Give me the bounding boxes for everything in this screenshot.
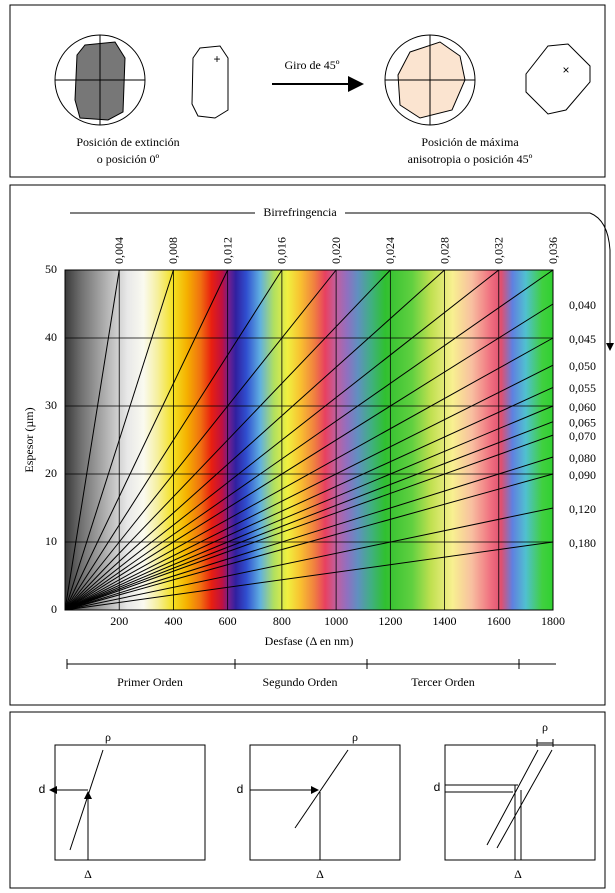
y-axis-label: Espesor (µm): [22, 407, 36, 472]
birefringence-line: [64, 507, 554, 611]
birefringence-line: [64, 269, 445, 611]
plot-frame: [64, 269, 554, 611]
d-label: d: [434, 780, 441, 794]
order-label: Segundo Orden: [263, 675, 338, 689]
rho-label: ρ: [105, 730, 111, 744]
birefringence-line: [64, 269, 229, 611]
birefringence-right-label: 0,065: [569, 415, 596, 429]
x-tick-label: 800: [273, 614, 291, 628]
rotation-label: Giro de 45º: [284, 58, 339, 72]
caption: o posición 0º: [97, 152, 160, 166]
birefringence-right-label: 0,040: [569, 298, 596, 312]
x-tick-label: 1200: [378, 614, 402, 628]
birefringence-line: [64, 303, 554, 611]
birefringence-right-label: 0,045: [569, 332, 596, 346]
order-scale: [66, 659, 556, 669]
max-anisotropy-diagram: ×: [384, 34, 591, 126]
order-label: Primer Orden: [117, 675, 183, 689]
birefringence-top-label: 0,032: [492, 237, 506, 264]
birefringence-line: [64, 269, 500, 611]
birefringence-top-label: 0,036: [546, 237, 560, 264]
caption: Posición de máxima: [421, 135, 519, 149]
birefringence-right-label: 0,060: [569, 400, 596, 414]
rho-label: ρ: [542, 720, 548, 734]
x-tick-label: 1000: [324, 614, 348, 628]
birefringence-line: [64, 421, 554, 611]
michel-levy-chart: 200 400 600 800 1000 1200 1400 1600 1800 0 10 20 30 4…: [45, 237, 596, 628]
delta-label: Δ: [514, 867, 522, 881]
birefringence-top-label: 0,008: [166, 237, 180, 264]
birefringence-line: [64, 364, 554, 611]
bottom-panel: [9, 711, 606, 889]
birefringence-line: [64, 405, 554, 611]
y-tick-label: 50: [45, 262, 57, 276]
birefringence-right-label: 0,090: [569, 468, 596, 482]
chart-panel: [9, 184, 606, 706]
birefringence-top-label: 0,020: [329, 237, 343, 264]
birefringence-right-label: 0,055: [569, 381, 596, 395]
y-tick-label: 30: [45, 398, 57, 412]
birefringence-right-label: 0,050: [569, 359, 596, 373]
birefringence-line: [64, 269, 391, 611]
birefringence-line: [64, 541, 554, 611]
birefringence-line: [64, 337, 554, 611]
birefringence-top-label: 0,016: [275, 237, 289, 264]
construction-2: [249, 744, 401, 861]
birefringence-right-label: 0,070: [569, 429, 596, 443]
x-tick-label: 400: [164, 614, 182, 628]
birefringence-line: [64, 473, 554, 611]
birefringence-right-label: 0,080: [569, 451, 596, 465]
extinction-diagram: +: [54, 34, 229, 126]
y-tick-label: 10: [45, 534, 57, 548]
x-tick-label: 600: [219, 614, 237, 628]
birefringence-line: [64, 269, 283, 611]
cross-sign: ×: [562, 63, 569, 77]
d-label: d: [39, 782, 46, 796]
birefringence-line: [64, 386, 554, 611]
construction-1: [49, 744, 206, 861]
caption: anisotropia o posición 45º: [408, 152, 533, 166]
x-tick-label: 1600: [487, 614, 511, 628]
birefringence-line: [64, 269, 174, 611]
order-label: Tercer Orden: [411, 675, 474, 689]
birefringence-right-label: 0,120: [569, 502, 596, 516]
birefringence-right-label: 0,180: [569, 536, 596, 550]
top-panel: [9, 4, 606, 178]
plus-sign: +: [213, 52, 220, 66]
d-label: d: [237, 782, 244, 796]
birefringence-label: Birrefringencia: [263, 205, 337, 219]
birefringence-line: [64, 269, 554, 611]
birefringence-line: [64, 269, 337, 611]
x-tick-label: 1400: [433, 614, 457, 628]
x-axis-label: Desfase (Δ en nm): [265, 634, 354, 648]
birefringence-top-label: 0,028: [437, 237, 451, 264]
y-tick-label: 0: [51, 602, 57, 616]
y-tick-label: 40: [45, 330, 57, 344]
birefringence-line: [64, 456, 554, 611]
delta-label: Δ: [84, 867, 92, 881]
birefringence-line: [64, 434, 554, 611]
delta-label: Δ: [316, 867, 324, 881]
x-tick-label: 1800: [541, 614, 565, 628]
birefringence-line: [64, 269, 120, 611]
birefringence-arrow: [589, 212, 614, 351]
birefringence-top-label: 0,024: [383, 237, 397, 264]
construction-3: [444, 739, 596, 861]
y-tick-label: 20: [45, 466, 57, 480]
x-tick-label: 200: [110, 614, 128, 628]
birefringence-top-label: 0,004: [112, 237, 126, 264]
caption: Posición de extinción: [76, 135, 179, 149]
rho-label: ρ: [352, 730, 358, 744]
birefringence-top-label: 0,012: [220, 237, 234, 264]
